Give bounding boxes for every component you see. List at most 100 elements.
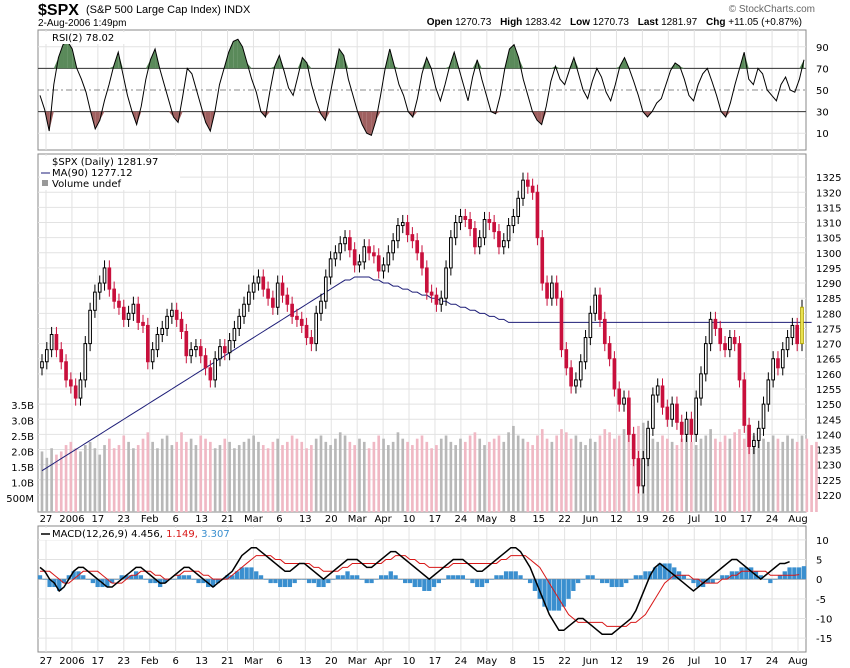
macd-histogram-bar — [484, 579, 490, 584]
candle-body — [415, 240, 420, 254]
candle-body — [165, 315, 169, 329]
macd-tick-label: 0 — [816, 575, 822, 586]
macd-histogram-bar — [508, 571, 514, 580]
macd-histogram-bar — [364, 579, 369, 584]
macd-histogram-bar — [715, 579, 720, 580]
volume-bar — [723, 435, 727, 512]
macd-histogram-bar — [114, 579, 120, 580]
macd-histogram-bar — [191, 579, 196, 580]
macd-histogram-bar — [797, 567, 802, 580]
x-tick-label: 21 — [221, 514, 234, 525]
candle-body — [208, 367, 213, 381]
volume-bar — [348, 441, 352, 512]
candle-body — [367, 246, 371, 254]
candle-body — [559, 297, 564, 351]
candle-body — [194, 346, 198, 351]
volume-bar — [714, 438, 717, 512]
candle-body — [574, 379, 578, 387]
macd-histogram-bar — [249, 567, 254, 580]
volume-bar — [103, 445, 106, 512]
candle-body — [420, 252, 424, 269]
macd-histogram-bar — [162, 579, 168, 584]
macd-histogram-bar — [124, 575, 129, 580]
x-tick-label-bottom: Jun — [582, 656, 599, 667]
macd-histogram-bar — [230, 575, 235, 580]
x-tick-label: 8 — [510, 514, 516, 525]
candle-body — [93, 291, 97, 311]
candle-body — [227, 340, 232, 354]
macd-histogram-bar — [143, 579, 148, 580]
high-value: 1283.42 — [525, 17, 562, 28]
rsi-overbought-fill — [302, 57, 307, 69]
candle-body — [511, 215, 516, 227]
candle-body — [424, 267, 429, 293]
rsi-overbought-fill — [509, 44, 515, 69]
macd-tick-label: -10 — [816, 614, 832, 625]
volume-bar — [564, 432, 568, 512]
macd-histogram-bar — [614, 579, 619, 588]
candle-body — [372, 252, 376, 257]
macd-histogram-bar — [302, 579, 307, 580]
macd-histogram-bar — [316, 579, 321, 588]
volume-bar — [401, 438, 405, 512]
candle-body — [578, 361, 583, 381]
rsi-overbought-fill — [615, 66, 620, 69]
candle-body — [679, 421, 684, 435]
volume-bar — [550, 441, 554, 512]
macd-histogram-bar — [619, 579, 624, 588]
volume-bar — [497, 435, 501, 512]
candle-body — [319, 300, 323, 314]
rsi-overbought-fill — [472, 59, 478, 69]
macd-histogram-bar — [638, 575, 643, 580]
candle-body — [107, 267, 112, 290]
rsi-tick-label: 10 — [816, 129, 829, 140]
volume-bar — [747, 441, 751, 512]
macd-histogram-bar — [499, 575, 504, 580]
macd-histogram-bar — [748, 567, 754, 580]
x-tick-label: 10 — [714, 514, 727, 525]
candle-body — [708, 318, 713, 345]
x-tick-label-bottom: 12 — [610, 656, 623, 667]
candle-body — [655, 385, 660, 396]
macd-histogram-bar — [326, 579, 331, 584]
candle-body — [275, 282, 280, 308]
rsi-line — [39, 38, 805, 137]
macd-histogram-bar — [273, 579, 278, 584]
volume-bar — [223, 438, 227, 512]
candle-body — [222, 346, 227, 354]
volume-bar — [45, 457, 49, 512]
volume-bar — [242, 441, 246, 512]
macd-histogram-bar — [172, 579, 177, 580]
volume-bar — [281, 445, 284, 512]
volume-bar — [362, 441, 366, 512]
quote-date: 2-Aug-2006 1:49pm — [38, 18, 127, 29]
rsi-overbought-fill — [67, 41, 73, 69]
macd-histogram-bar — [672, 567, 677, 580]
x-tick-label-bottom: Jul — [687, 656, 700, 667]
candle-body — [136, 303, 141, 323]
volume-bar — [50, 448, 53, 512]
candle-body — [242, 303, 246, 317]
candle-body — [97, 282, 102, 293]
volume-bar — [593, 441, 597, 512]
candle-body — [314, 312, 319, 345]
volume-bar — [184, 441, 188, 512]
macd-histogram-bar — [427, 579, 432, 591]
rsi-overbought-fill — [228, 41, 234, 69]
volume-bar — [454, 445, 457, 512]
candle-body — [497, 231, 501, 248]
candle-body — [266, 288, 270, 299]
x-tick-label-bottom: 24 — [766, 656, 779, 667]
candle-body — [742, 379, 747, 426]
candle-body — [728, 337, 732, 351]
macd-histogram-bar — [254, 571, 259, 580]
x-tick-label-bottom: 2006 — [59, 656, 84, 667]
candle-body — [343, 237, 347, 245]
volume-bar — [526, 441, 530, 512]
x-tick-label: 6 — [276, 514, 282, 525]
candle-body — [328, 258, 333, 278]
price-tick-label: 1225 — [816, 476, 841, 487]
rsi-overbought-fill — [518, 57, 524, 69]
candle-body — [545, 282, 549, 299]
